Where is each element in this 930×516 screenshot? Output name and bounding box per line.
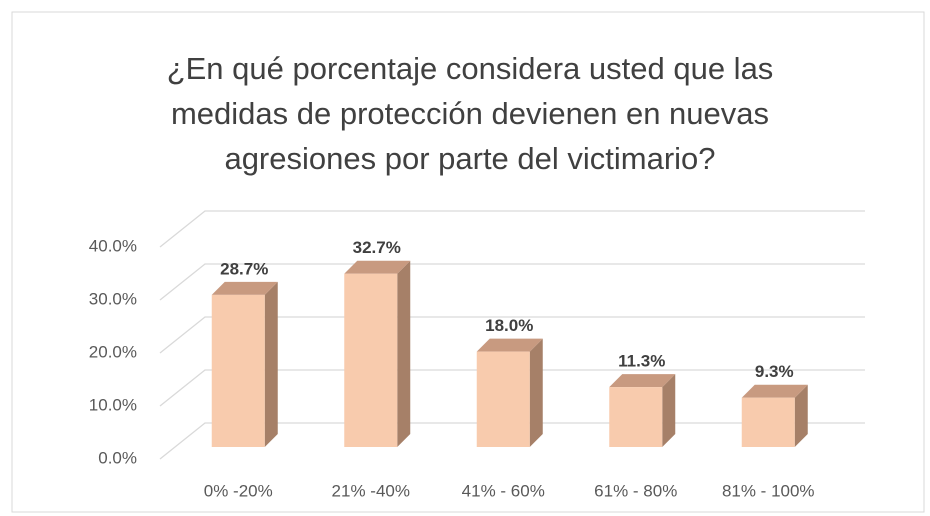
bar-side xyxy=(794,384,808,447)
bar-side xyxy=(264,281,278,447)
bar-side xyxy=(662,374,676,447)
data-label: 18.0% xyxy=(485,316,533,335)
data-label: 28.7% xyxy=(220,259,268,278)
grid-line xyxy=(159,263,865,301)
y-tick-label: 10.0% xyxy=(89,395,137,414)
y-tick-label: 0.0% xyxy=(98,448,137,467)
x-tick-label: 41% - 60% xyxy=(462,481,545,500)
y-tick-label: 40.0% xyxy=(89,236,137,255)
bar-top xyxy=(476,338,543,352)
bar-top xyxy=(344,260,411,274)
bar xyxy=(476,351,530,447)
grid-line xyxy=(159,210,865,248)
y-tick-label: 20.0% xyxy=(89,342,137,361)
x-tick-label: 21% -40% xyxy=(332,481,410,500)
bar-top xyxy=(211,281,278,295)
bar-side xyxy=(529,338,543,447)
grid-line xyxy=(159,316,865,354)
x-tick-label: 81% - 100% xyxy=(722,481,815,500)
x-tick-label: 61% - 80% xyxy=(594,481,677,500)
bar xyxy=(741,397,795,447)
grid-line xyxy=(159,369,865,407)
data-label: 32.7% xyxy=(353,238,401,257)
bar xyxy=(211,294,265,447)
data-label: 9.3% xyxy=(755,362,794,381)
bar xyxy=(609,387,663,447)
chart-border xyxy=(11,11,925,513)
chart-title: ¿En qué porcentaje considera usted que l… xyxy=(166,51,774,176)
bar-top xyxy=(609,374,676,388)
y-tick-label: 30.0% xyxy=(89,289,137,308)
bar-side xyxy=(397,260,411,447)
bar xyxy=(344,273,398,447)
x-tick-label: 0% -20% xyxy=(204,481,273,500)
bar-top xyxy=(741,384,808,398)
data-label: 11.3% xyxy=(618,352,665,371)
